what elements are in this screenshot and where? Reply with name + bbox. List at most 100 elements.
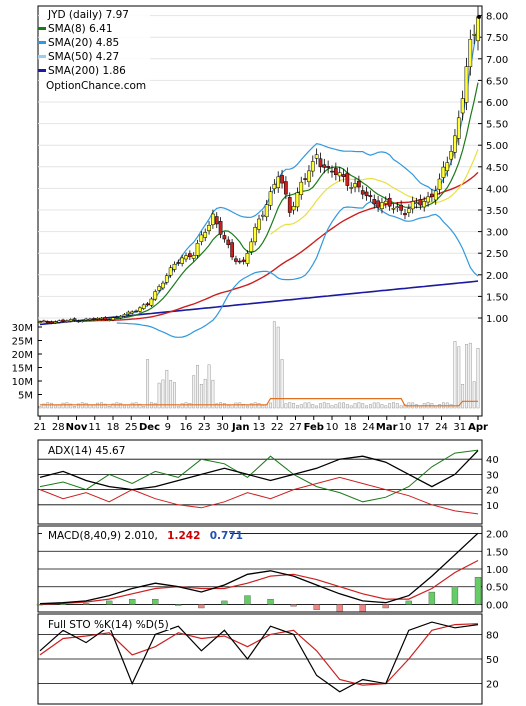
legend-background — [40, 8, 150, 93]
volume-bar — [196, 364, 199, 409]
candle-body — [180, 257, 185, 264]
candle-body — [280, 175, 284, 184]
candle-body — [433, 190, 438, 201]
volume-bar — [111, 403, 115, 409]
candle-body — [118, 316, 123, 319]
volume-bar — [157, 382, 161, 409]
legend: JYD (daily) 7.97 SMA(8) 6.41 SMA(20) 4.8… — [38, 8, 150, 93]
candle-body — [141, 304, 146, 309]
volume-bar — [319, 403, 322, 409]
candle-body — [406, 208, 411, 213]
candle-body — [303, 178, 307, 180]
candle-body — [430, 193, 434, 198]
candle-body — [299, 181, 304, 195]
volume-bar — [269, 402, 272, 409]
candle-body — [103, 317, 108, 321]
price-tick-label: 6.50 — [486, 76, 508, 87]
volume-bar — [146, 359, 150, 409]
price-tick-label: 4.50 — [486, 163, 508, 174]
macd-hist-bar — [313, 604, 320, 610]
candle-body — [95, 318, 100, 320]
candle-body — [276, 176, 281, 188]
candle-body — [226, 239, 231, 246]
candle-body — [49, 321, 54, 324]
candle-body — [249, 241, 254, 252]
volume-bar — [180, 403, 184, 409]
volume-bar — [368, 404, 372, 409]
x-tick-label: 30 — [216, 422, 229, 433]
candle-body — [333, 168, 338, 176]
volume-bar — [234, 402, 238, 409]
volume-bar — [342, 402, 345, 409]
macd-hist-bar — [359, 604, 366, 612]
candle-body — [414, 202, 419, 204]
price-tick-label: 5.50 — [486, 120, 508, 131]
price-tick-label: 8.00 — [486, 12, 508, 23]
adx-line — [39, 450, 479, 491]
macd-hist-bar — [267, 598, 274, 605]
candle-body — [476, 16, 480, 42]
candle-body — [260, 214, 265, 217]
candle-body — [441, 166, 446, 178]
x-tick-label: 22 — [271, 422, 284, 433]
macd-hist-bar — [244, 595, 251, 605]
volume-bar — [73, 406, 77, 409]
volume-bar — [476, 347, 480, 409]
x-tick-label: 24 — [362, 422, 375, 433]
volume-tick-label: 15M — [12, 364, 33, 375]
adx-tick-label: 10 — [486, 501, 499, 512]
candle-body — [472, 34, 477, 36]
candle-body — [41, 320, 46, 323]
watermark: OptionChance.com — [46, 80, 146, 92]
price-tick-label: 4.00 — [486, 184, 508, 195]
x-tick-label: 27 — [289, 422, 302, 433]
candle-body — [203, 232, 208, 238]
candle-body — [387, 197, 392, 207]
candle-body — [380, 202, 384, 209]
candle-body — [341, 174, 346, 177]
price-axis: 8.00 7.50 7.00 6.50 6.00 5.50 5.00 4.50 4.00 3.50… — [478, 12, 508, 325]
volume-bar — [315, 405, 319, 409]
price-tick-label: 1.50 — [486, 292, 508, 303]
price-x-axis: 21 28 Nov 11 18 25 Dec 9 16 23 30 Jan 13 22 27 Feb 10 18 2… — [34, 416, 488, 433]
candle-body — [253, 227, 258, 243]
volume-bar — [349, 405, 353, 409]
macd-line — [39, 532, 479, 605]
candle-body — [456, 117, 461, 139]
macd-hist-bar — [175, 604, 182, 606]
macd-hist-bar — [290, 604, 297, 607]
x-tick-label: 23 — [198, 422, 211, 433]
volume-bar — [203, 378, 207, 409]
macd-tick-label: 1.00 — [486, 565, 508, 576]
price-tick-label: 7.00 — [486, 55, 508, 66]
volume-bar — [280, 359, 284, 409]
legend-sma8: SMA(8) 6.41 — [48, 23, 113, 35]
macd-hist-bar — [474, 577, 482, 605]
volume-bar — [376, 402, 380, 409]
volume-bar — [261, 405, 265, 409]
volume-bar — [84, 402, 88, 409]
x-tick-label: Jan — [231, 422, 250, 433]
candle-body — [61, 319, 65, 322]
price-tick-label: 2.50 — [486, 249, 508, 260]
candle-body — [330, 170, 334, 173]
macd-panel: 2.00 1.50 1.00 0.50 0.00 MACD(8,40,9) 2.010,… — [36, 525, 508, 613]
candle-body — [422, 201, 427, 208]
volume-bar — [38, 406, 42, 409]
macd-tick-label: 0.50 — [486, 583, 508, 594]
volume-bar — [215, 403, 219, 409]
adx-plus-di-line — [39, 449, 479, 503]
x-tick-label: Mar — [376, 422, 398, 433]
x-tick-label: 28 — [52, 422, 65, 433]
volume-bar — [246, 405, 249, 409]
candle-body — [364, 191, 369, 197]
candle-body — [234, 258, 238, 262]
candle-body — [264, 204, 269, 218]
volume-bar — [372, 402, 376, 409]
legend-sma50: SMA(50) 4.27 — [48, 51, 119, 63]
candle-body — [449, 151, 453, 160]
candle-body — [84, 318, 88, 321]
macd-tick-label: 1.50 — [486, 547, 508, 558]
volume-bar — [92, 404, 96, 409]
bollinger-mid-line — [270, 149, 479, 235]
